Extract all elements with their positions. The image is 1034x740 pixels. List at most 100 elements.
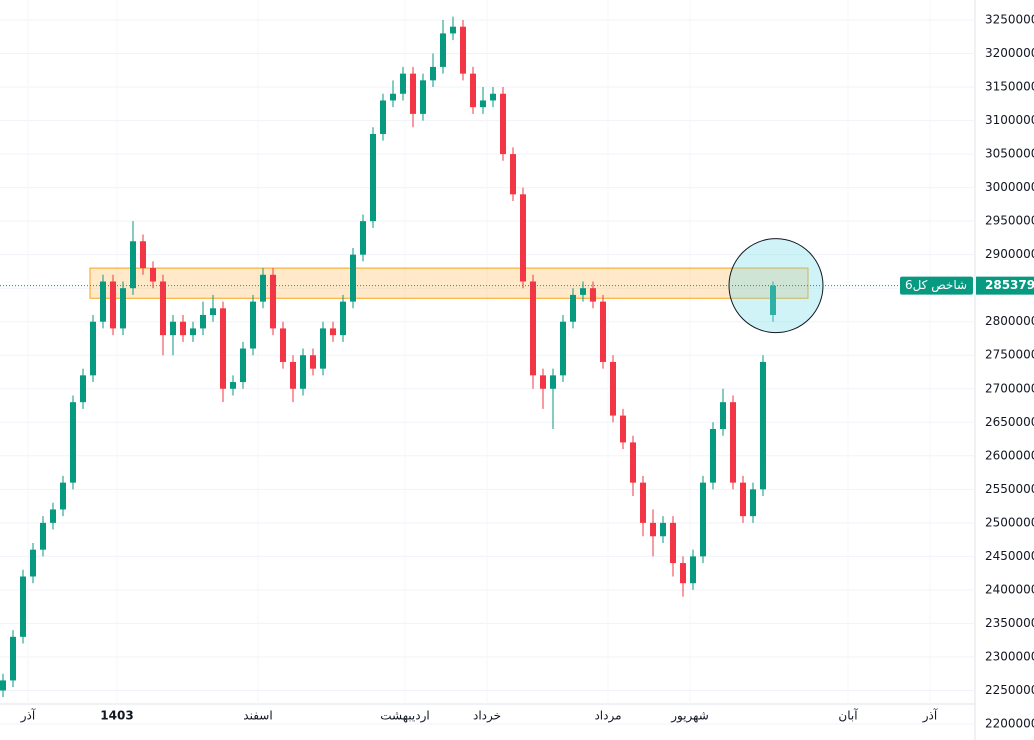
candle-body — [210, 308, 216, 316]
candle-body — [640, 482, 646, 523]
y-tick-label: 3250000. — [985, 13, 1034, 27]
candle-body — [400, 73, 406, 94]
candle-body — [440, 33, 446, 67]
candle-body — [140, 241, 146, 269]
candle-body — [370, 133, 376, 222]
candle-body — [470, 73, 476, 108]
candle-body — [340, 301, 346, 336]
candle-body — [500, 93, 506, 155]
candle-body — [280, 328, 286, 362]
candle-body — [50, 509, 56, 523]
candle-body — [20, 576, 26, 637]
candle-body — [710, 428, 716, 483]
candle-body — [770, 285, 776, 316]
y-tick-label: 2200000. — [985, 717, 1034, 731]
symbol-label-bg — [900, 276, 973, 295]
candle-body — [680, 563, 686, 584]
candle-body — [160, 281, 166, 336]
x-tick-label: 1403 — [100, 709, 133, 723]
candle-body — [740, 482, 746, 517]
candle-body — [600, 301, 606, 362]
candle-body — [100, 281, 106, 322]
candle-body — [610, 361, 616, 416]
candle-body — [530, 281, 536, 376]
y-tick-label: 2950000. — [985, 214, 1034, 228]
candle-body — [90, 321, 96, 376]
candle-body — [540, 375, 546, 389]
y-tick-label: 2450000. — [985, 549, 1034, 563]
y-tick-label: 2500000. — [985, 515, 1034, 529]
candle-body — [360, 221, 366, 255]
candle-body — [380, 100, 386, 134]
candle-body — [450, 26, 456, 34]
y-tick-label: 2800000. — [985, 314, 1034, 328]
candle-body — [70, 402, 76, 483]
last-price-label-bg — [976, 276, 1034, 295]
candle-body — [550, 375, 556, 389]
candle-body — [580, 288, 586, 295]
candle-body — [490, 93, 496, 101]
x-tick-label: آبان — [838, 708, 858, 723]
candle-body — [0, 680, 6, 691]
candle-body — [120, 288, 126, 329]
symbol-label: شاخص کل6 — [905, 278, 967, 293]
candle-body — [420, 80, 426, 114]
candle-body — [460, 26, 466, 74]
y-tick-label: 3050000. — [985, 147, 1034, 161]
y-tick-label: 2300000. — [985, 649, 1034, 663]
candle-body — [330, 328, 336, 336]
candle-body — [570, 294, 576, 322]
y-tick-label: 3200000. — [985, 46, 1034, 60]
y-tick-label: 3150000. — [985, 80, 1034, 94]
candle-body — [390, 93, 396, 101]
candle-body — [560, 321, 566, 376]
candle-body — [290, 361, 296, 389]
y-tick-label: 2900000. — [985, 247, 1034, 261]
x-tick-label: آذر — [20, 708, 36, 724]
y-tick-label: 2400000. — [985, 582, 1034, 596]
candle-body — [240, 348, 246, 383]
candle-body — [250, 301, 256, 349]
candle-body — [220, 308, 226, 389]
x-tick-label: مرداد — [594, 709, 621, 724]
candle-body — [760, 361, 766, 490]
candle-body — [10, 636, 16, 681]
candle-body — [660, 522, 666, 537]
candle-body — [270, 274, 276, 329]
candle-body — [130, 241, 136, 289]
candle-body — [150, 268, 156, 282]
candle-body — [480, 100, 486, 108]
y-tick-label: 2550000. — [985, 482, 1034, 496]
candle-body — [350, 254, 356, 302]
candle-body — [200, 315, 206, 329]
candle-body — [430, 66, 436, 81]
candle-body — [670, 522, 676, 564]
y-tick-label: 2700000. — [985, 381, 1034, 395]
y-tick-label: 3100000. — [985, 113, 1034, 127]
x-tick-label: خرداد — [473, 709, 501, 724]
candle-body — [630, 442, 636, 483]
candle-body — [80, 375, 86, 403]
candle-body — [320, 328, 326, 369]
candle-body — [190, 328, 196, 336]
candle-body — [40, 522, 46, 550]
x-tick-label: اردیبهشت — [380, 709, 429, 724]
candle-body — [110, 281, 116, 329]
candle-body — [180, 321, 186, 336]
candle-body — [310, 355, 316, 369]
x-tick-label: شهریور — [670, 709, 709, 724]
candle-body — [620, 415, 626, 443]
y-tick-label: 3000000. — [985, 180, 1034, 194]
candle-body — [30, 549, 36, 577]
candle-body — [260, 274, 266, 302]
candle-body — [520, 194, 526, 282]
candle-body — [700, 482, 706, 557]
candle-body — [730, 402, 736, 483]
y-tick-label: 2650000. — [985, 415, 1034, 429]
candle-body — [650, 522, 656, 537]
candle-body — [510, 154, 516, 195]
x-tick-label: آذر — [922, 708, 938, 724]
